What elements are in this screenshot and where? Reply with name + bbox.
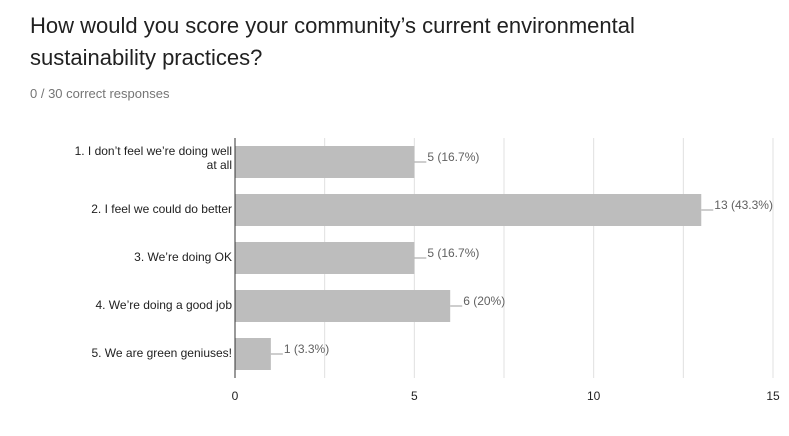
data-label: 5 (16.7%) [427, 246, 479, 260]
category-label: at all [207, 158, 232, 172]
bar-chart-svg: 5 (16.7%) 1. I don’t feel we’re doing wel… [75, 138, 780, 403]
data-label: 1 (3.3%) [284, 342, 329, 356]
correct-responses-count: 0 / 30 correct responses [30, 86, 170, 101]
data-label: 6 (20%) [463, 294, 505, 308]
x-tick-label: 5 [411, 389, 418, 403]
bar [235, 194, 702, 226]
question-title: How would you score your community’s cur… [30, 13, 635, 70]
bar [235, 242, 415, 274]
category-label: 5. We are green geniuses! [91, 346, 232, 360]
data-label: 13 (43.3%) [714, 198, 773, 212]
category-label: 2. I feel we could do better [91, 202, 232, 216]
bar-chart: 5 (16.7%) 1. I don’t feel we’re doing wel… [0, 120, 789, 420]
data-label: 5 (16.7%) [427, 150, 479, 164]
category-label: 1. I don’t feel we’re doing well [75, 144, 232, 158]
category-label: 3. We’re doing OK [134, 250, 232, 264]
x-tick-label: 15 [766, 389, 780, 403]
bar [235, 290, 451, 322]
category-label: 4. We’re doing a good job [95, 298, 232, 312]
x-tick-label: 0 [232, 389, 239, 403]
x-tick-label: 10 [587, 389, 601, 403]
bar [235, 338, 271, 370]
bar [235, 146, 415, 178]
